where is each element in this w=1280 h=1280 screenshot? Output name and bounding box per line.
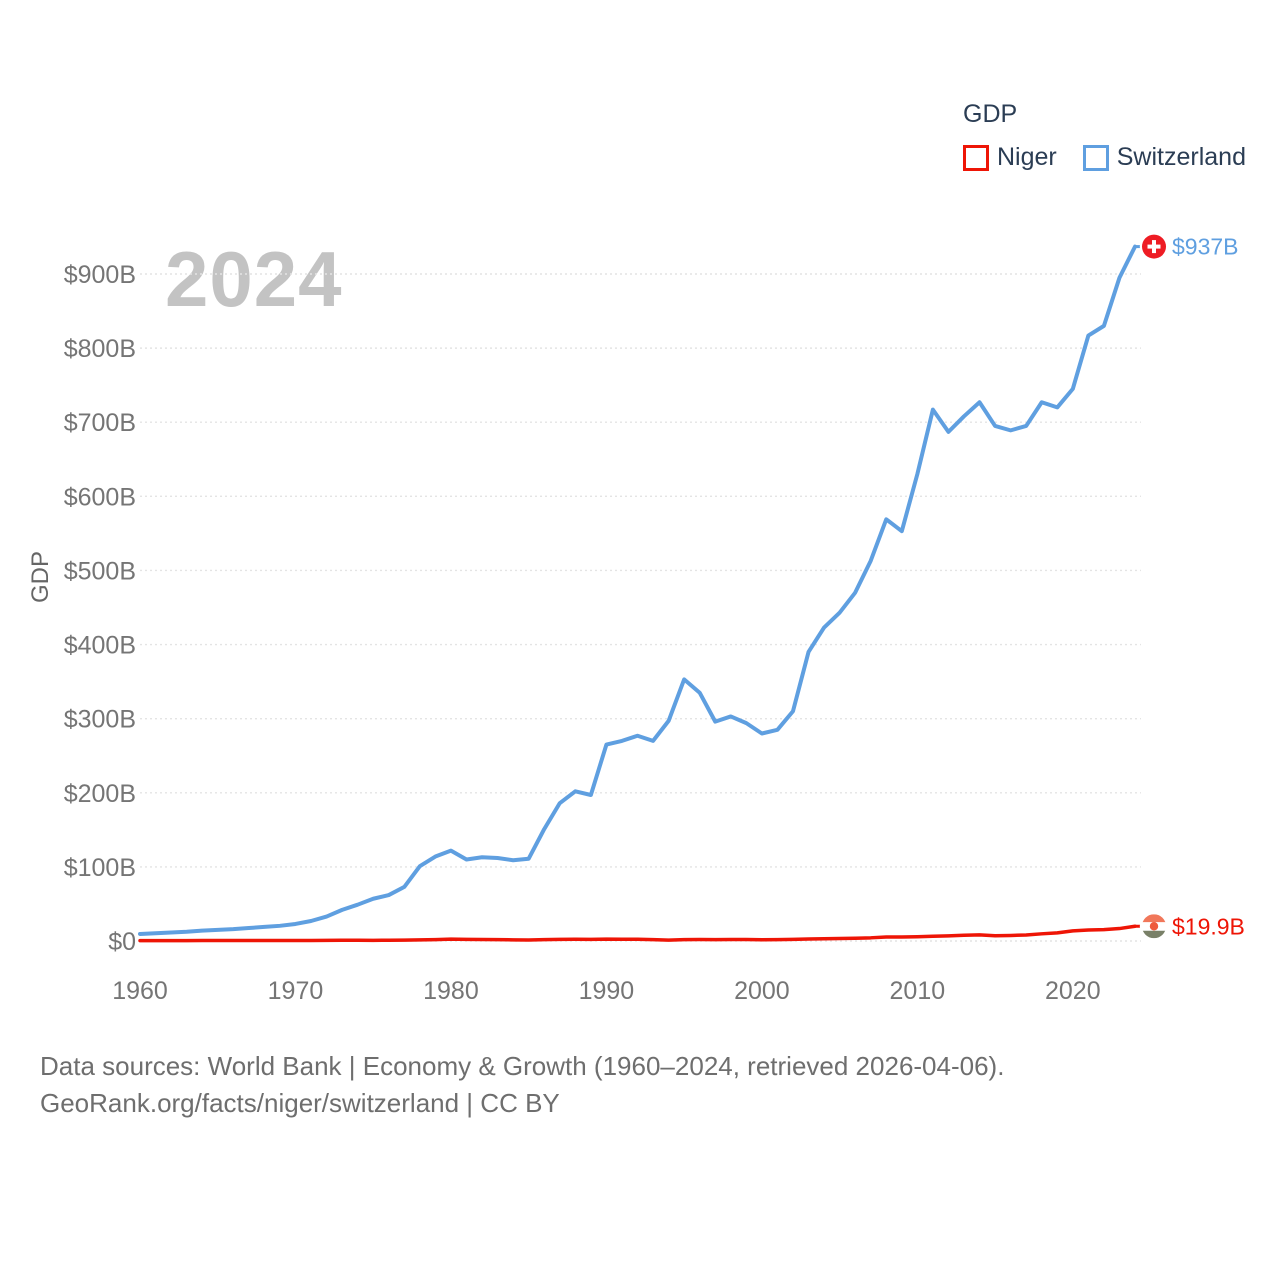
footer: Data sources: World Bank | Economy & Gro… — [40, 1048, 1004, 1122]
x-tick-label: 2000 — [734, 977, 790, 1005]
legend-title: GDP — [963, 100, 1018, 128]
footer-attribution-line: GeoRank.org/facts/niger/switzerland | CC… — [40, 1088, 560, 1118]
x-tick-label: 1990 — [579, 977, 635, 1005]
y-tick-label: $600B — [64, 483, 136, 511]
switzerland-line[interactable] — [138, 244, 1137, 936]
legend-item-label: Niger — [997, 143, 1057, 171]
y-tick-label: $500B — [64, 557, 136, 585]
niger-band-dot — [1149, 922, 1159, 931]
switzerland-series-swatch-icon — [1082, 144, 1109, 171]
niger-band-green — [1142, 930, 1166, 939]
swiss-flag-icon — [1139, 232, 1169, 261]
x-tick-label: 1980 — [423, 977, 479, 1005]
legend-item-niger[interactable]: Niger — [963, 143, 1057, 172]
legend-item-switzerland[interactable]: Switzerland — [1082, 143, 1246, 172]
y-tick-label: $400B — [64, 632, 136, 660]
watermark-year: 2024 — [165, 235, 343, 323]
niger-flag-icon — [1139, 912, 1169, 941]
x-tick-label: 2010 — [890, 977, 946, 1005]
x-tick-label: 2020 — [1045, 977, 1101, 1005]
y-tick-label: $300B — [64, 706, 136, 734]
y-tick-label: $100B — [64, 854, 136, 882]
legend-items: Niger Switzerland — [963, 143, 1246, 172]
switzerland-end-value-label: $937B — [1172, 234, 1239, 260]
niger-band-orange — [1142, 914, 1166, 923]
y-axis-title: GDP — [27, 551, 54, 604]
x-tick-label: 1960 — [112, 977, 168, 1005]
y-tick-label: $200B — [64, 780, 136, 808]
y-tick-label: $0 — [108, 928, 136, 956]
footer-source-line: Data sources: World Bank | Economy & Gro… — [40, 1051, 1005, 1081]
niger-flag-bands — [1142, 914, 1166, 939]
x-tick-label: 1970 — [268, 977, 324, 1005]
y-tick-label: $700B — [64, 409, 136, 437]
niger-line[interactable] — [138, 924, 1137, 943]
y-tick-label: $800B — [64, 335, 136, 363]
swiss-cross-bar — [1152, 240, 1156, 254]
niger-end-value-label: $19.9B — [1172, 913, 1245, 939]
legend-item-label: Switzerland — [1116, 143, 1246, 171]
legend: GDP Niger Switzerland — [963, 100, 1246, 172]
niger-series-swatch-icon — [963, 144, 989, 171]
y-tick-label: $900B — [64, 261, 136, 289]
